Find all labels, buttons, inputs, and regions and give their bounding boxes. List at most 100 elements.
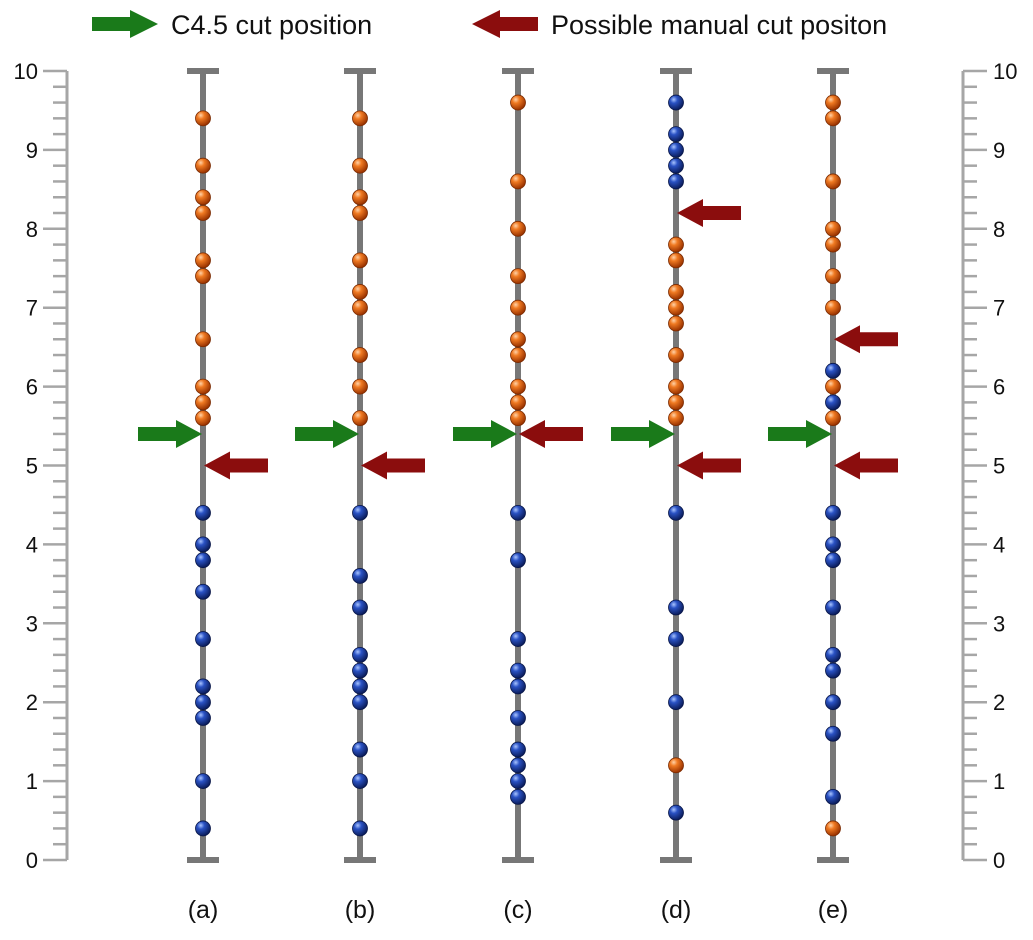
blue-ball	[825, 394, 841, 411]
orange-ball	[510, 347, 526, 363]
column-label: (c)	[503, 896, 532, 924]
right-tick-label: 4	[993, 532, 1005, 557]
blue-ball	[352, 504, 368, 521]
orange-ball	[352, 410, 368, 427]
blue-ball	[510, 504, 526, 521]
orange-ball	[668, 236, 684, 253]
blue-ball	[668, 157, 684, 174]
column-5: (e)	[768, 68, 898, 924]
orange-ball	[195, 189, 211, 206]
left-ruler: 0 1 2 3 4 5 6 7 8 9 10	[14, 59, 69, 873]
manual-cut-arrow	[519, 419, 583, 448]
manual-cut-arrow	[204, 451, 268, 480]
blue-ball	[510, 552, 526, 569]
c45-cut-arrow	[768, 419, 832, 448]
blue-ball	[825, 725, 841, 742]
orange-ball	[668, 284, 684, 300]
manual-cut-arrow	[677, 199, 741, 228]
blue-ball	[195, 583, 211, 600]
orange-ball	[510, 220, 526, 237]
blue-ball	[668, 94, 684, 111]
left-tick-label: 9	[26, 138, 38, 163]
column-1: (a)	[138, 68, 268, 924]
blue-ball	[352, 599, 368, 616]
left-tick-label: 4	[26, 532, 38, 557]
orange-ball	[825, 220, 841, 237]
right-tick-label: 7	[993, 296, 1005, 321]
blue-ball	[195, 694, 211, 711]
legend: C4.5 cut position Possible manual cut po…	[92, 10, 887, 40]
orange-ball	[825, 173, 841, 190]
left-tick-label: 3	[26, 611, 38, 636]
blue-ball	[510, 710, 526, 726]
orange-ball	[195, 331, 211, 348]
c45-cut-arrow	[138, 419, 202, 448]
blue-ball	[825, 552, 841, 569]
blue-ball	[195, 504, 211, 521]
blue-ball	[195, 820, 211, 837]
blue-ball	[668, 504, 684, 521]
orange-ball	[668, 378, 684, 395]
orange-ball	[668, 347, 684, 363]
blue-ball	[825, 599, 841, 616]
orange-ball	[668, 315, 684, 332]
orange-ball	[825, 299, 841, 316]
legend-c45: C4.5 cut position	[92, 10, 372, 40]
blue-ball	[825, 536, 841, 553]
orange-ball	[510, 94, 526, 111]
orange-ball	[195, 268, 211, 285]
manual-cut-arrow	[361, 451, 425, 480]
orange-ball	[668, 757, 684, 774]
right-tick-label: 10	[993, 59, 1017, 84]
orange-ball	[195, 205, 211, 221]
right-tick-label: 8	[993, 217, 1005, 242]
left-tick-label: 5	[26, 454, 38, 479]
orange-ball	[825, 410, 841, 427]
column-label: (d)	[661, 896, 692, 924]
orange-ball	[195, 252, 211, 269]
column-label: (a)	[188, 896, 219, 924]
orange-ball	[668, 394, 684, 411]
column-2: (b)	[295, 68, 425, 924]
orange-ball	[825, 94, 841, 111]
blue-ball	[510, 631, 526, 647]
blue-ball	[510, 662, 526, 679]
orange-ball	[510, 299, 526, 316]
orange-ball	[352, 205, 368, 221]
blue-ball	[352, 646, 368, 663]
right-tick-label: 5	[993, 454, 1005, 479]
blue-ball	[352, 773, 368, 789]
blue-ball	[825, 646, 841, 663]
orange-ball	[195, 378, 211, 395]
right-tick-label: 9	[993, 138, 1005, 163]
manual-cut-arrow	[834, 451, 898, 480]
blue-ball	[510, 741, 526, 758]
left-tick-label: 8	[26, 217, 38, 242]
orange-ball	[195, 394, 211, 411]
blue-ball	[352, 741, 368, 758]
blue-ball	[668, 631, 684, 647]
orange-ball	[510, 268, 526, 285]
left-tick-label: 2	[26, 690, 38, 715]
left-tick-label: 1	[26, 769, 38, 794]
orange-ball	[352, 284, 368, 300]
blue-ball	[195, 773, 211, 789]
blue-ball	[668, 694, 684, 711]
orange-ball	[352, 157, 368, 174]
left-tick-label: 0	[26, 848, 38, 873]
blue-ball	[668, 804, 684, 821]
column-label: (e)	[818, 896, 849, 924]
orange-ball	[510, 173, 526, 190]
right-tick-label: 6	[993, 375, 1005, 400]
blue-ball	[825, 788, 841, 805]
blue-ball	[352, 568, 368, 584]
blue-ball	[352, 678, 368, 695]
right-tick-label: 0	[993, 848, 1005, 873]
orange-ball	[195, 110, 211, 127]
column-4: (d)	[611, 68, 741, 924]
orange-ball	[352, 347, 368, 363]
orange-ball	[352, 378, 368, 395]
legend-c45-label: C4.5 cut position	[171, 10, 372, 40]
orange-ball	[668, 252, 684, 269]
blue-ball	[195, 536, 211, 553]
